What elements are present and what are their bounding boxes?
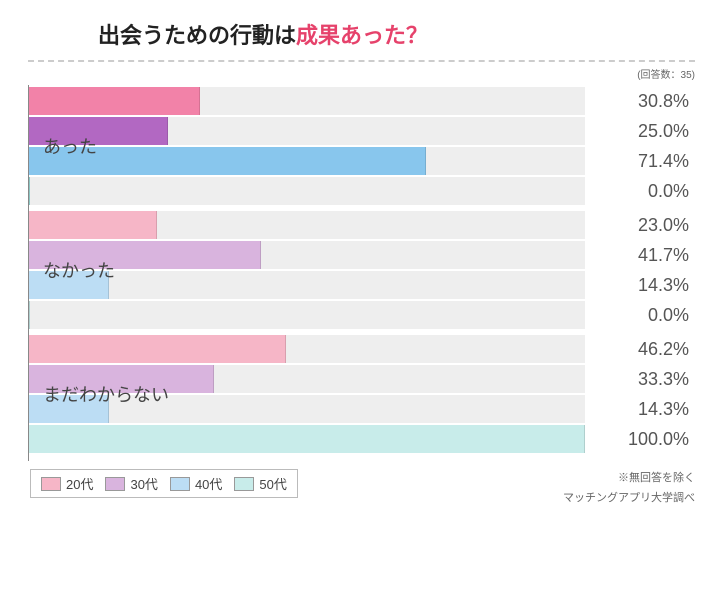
bar-fill bbox=[29, 365, 214, 393]
bar-value: 14.3% bbox=[585, 275, 695, 296]
bar-value: 14.3% bbox=[585, 399, 695, 420]
title-accent: 成果あった？ bbox=[296, 23, 428, 48]
footnotes: ※無回答を除く マッチングアプリ大学調べ bbox=[563, 469, 695, 509]
title-separator bbox=[28, 60, 695, 62]
bar-track bbox=[29, 177, 585, 205]
bar-row: 14.3% bbox=[29, 395, 695, 423]
footer-row: 20代 30代 40代 50代 ※無回答を除く マッチングアプリ大学調べ bbox=[28, 469, 695, 509]
bar-value: 41.7% bbox=[585, 245, 695, 266]
bar-value: 46.2% bbox=[585, 339, 695, 360]
bar-track bbox=[29, 301, 585, 329]
legend: 20代 30代 40代 50代 bbox=[30, 469, 298, 498]
bar-track bbox=[29, 365, 585, 393]
legend-swatch bbox=[105, 477, 125, 491]
bar-value: 100.0% bbox=[585, 429, 695, 450]
bar-value: 33.3% bbox=[585, 369, 695, 390]
bar-row: 41.7% bbox=[29, 241, 695, 269]
bar-row: 71.4% bbox=[29, 147, 695, 175]
bar-fill bbox=[29, 211, 157, 239]
footnote-exclusion: ※無回答を除く bbox=[563, 469, 695, 489]
chart-group: 46.2%33.3%14.3%100.0%まだわからない bbox=[29, 335, 695, 453]
bar-fill bbox=[29, 147, 426, 175]
bar-track bbox=[29, 87, 585, 115]
bar-fill bbox=[29, 241, 261, 269]
bar-track bbox=[29, 117, 585, 145]
bar-track bbox=[29, 271, 585, 299]
legend-label: 40代 bbox=[195, 474, 222, 493]
chart-area: 30.8%25.0%71.4%0.0%あった23.0%41.7%14.3%0.0… bbox=[28, 85, 695, 461]
bar-row: 46.2% bbox=[29, 335, 695, 363]
bar-value: 0.0% bbox=[585, 181, 695, 202]
bar-fill bbox=[29, 301, 30, 329]
bar-row: 14.3% bbox=[29, 271, 695, 299]
bar-value: 25.0% bbox=[585, 121, 695, 142]
bar-fill bbox=[29, 177, 30, 205]
bar-value: 0.0% bbox=[585, 305, 695, 326]
bar-fill bbox=[29, 271, 109, 299]
response-count: (回答数：35) bbox=[28, 66, 695, 81]
bar-row: 0.0% bbox=[29, 301, 695, 329]
legend-label: 20代 bbox=[66, 474, 93, 493]
bar-row: 25.0% bbox=[29, 117, 695, 145]
bar-value: 23.0% bbox=[585, 215, 695, 236]
bar-fill bbox=[29, 395, 109, 423]
bar-track bbox=[29, 395, 585, 423]
bar-row: 0.0% bbox=[29, 177, 695, 205]
bar-track bbox=[29, 147, 585, 175]
bar-fill bbox=[29, 87, 200, 115]
bar-track bbox=[29, 241, 585, 269]
bar-row: 100.0% bbox=[29, 425, 695, 453]
legend-item: 30代 bbox=[105, 474, 157, 493]
footnote-source: マッチングアプリ大学調べ bbox=[563, 489, 695, 509]
bar-row: 23.0% bbox=[29, 211, 695, 239]
bar-value: 30.8% bbox=[585, 91, 695, 112]
legend-label: 50代 bbox=[259, 474, 286, 493]
legend-item: 50代 bbox=[234, 474, 286, 493]
title-prefix: 出会うための行動は bbox=[98, 23, 296, 48]
chart-group: 23.0%41.7%14.3%0.0%なかった bbox=[29, 211, 695, 329]
bar-row: 33.3% bbox=[29, 365, 695, 393]
legend-swatch bbox=[170, 477, 190, 491]
bar-fill bbox=[29, 425, 585, 453]
legend-swatch bbox=[41, 477, 61, 491]
chart-group: 30.8%25.0%71.4%0.0%あった bbox=[29, 87, 695, 205]
chart-title: 出会うための行動は成果あった？ bbox=[98, 18, 695, 50]
legend-item: 20代 bbox=[41, 474, 93, 493]
bar-row: 30.8% bbox=[29, 87, 695, 115]
bar-fill bbox=[29, 117, 168, 145]
bar-fill bbox=[29, 335, 286, 363]
legend-swatch bbox=[234, 477, 254, 491]
bar-value: 71.4% bbox=[585, 151, 695, 172]
legend-item: 40代 bbox=[170, 474, 222, 493]
bar-track bbox=[29, 335, 585, 363]
bar-track bbox=[29, 425, 585, 453]
bar-track bbox=[29, 211, 585, 239]
legend-label: 30代 bbox=[130, 474, 157, 493]
